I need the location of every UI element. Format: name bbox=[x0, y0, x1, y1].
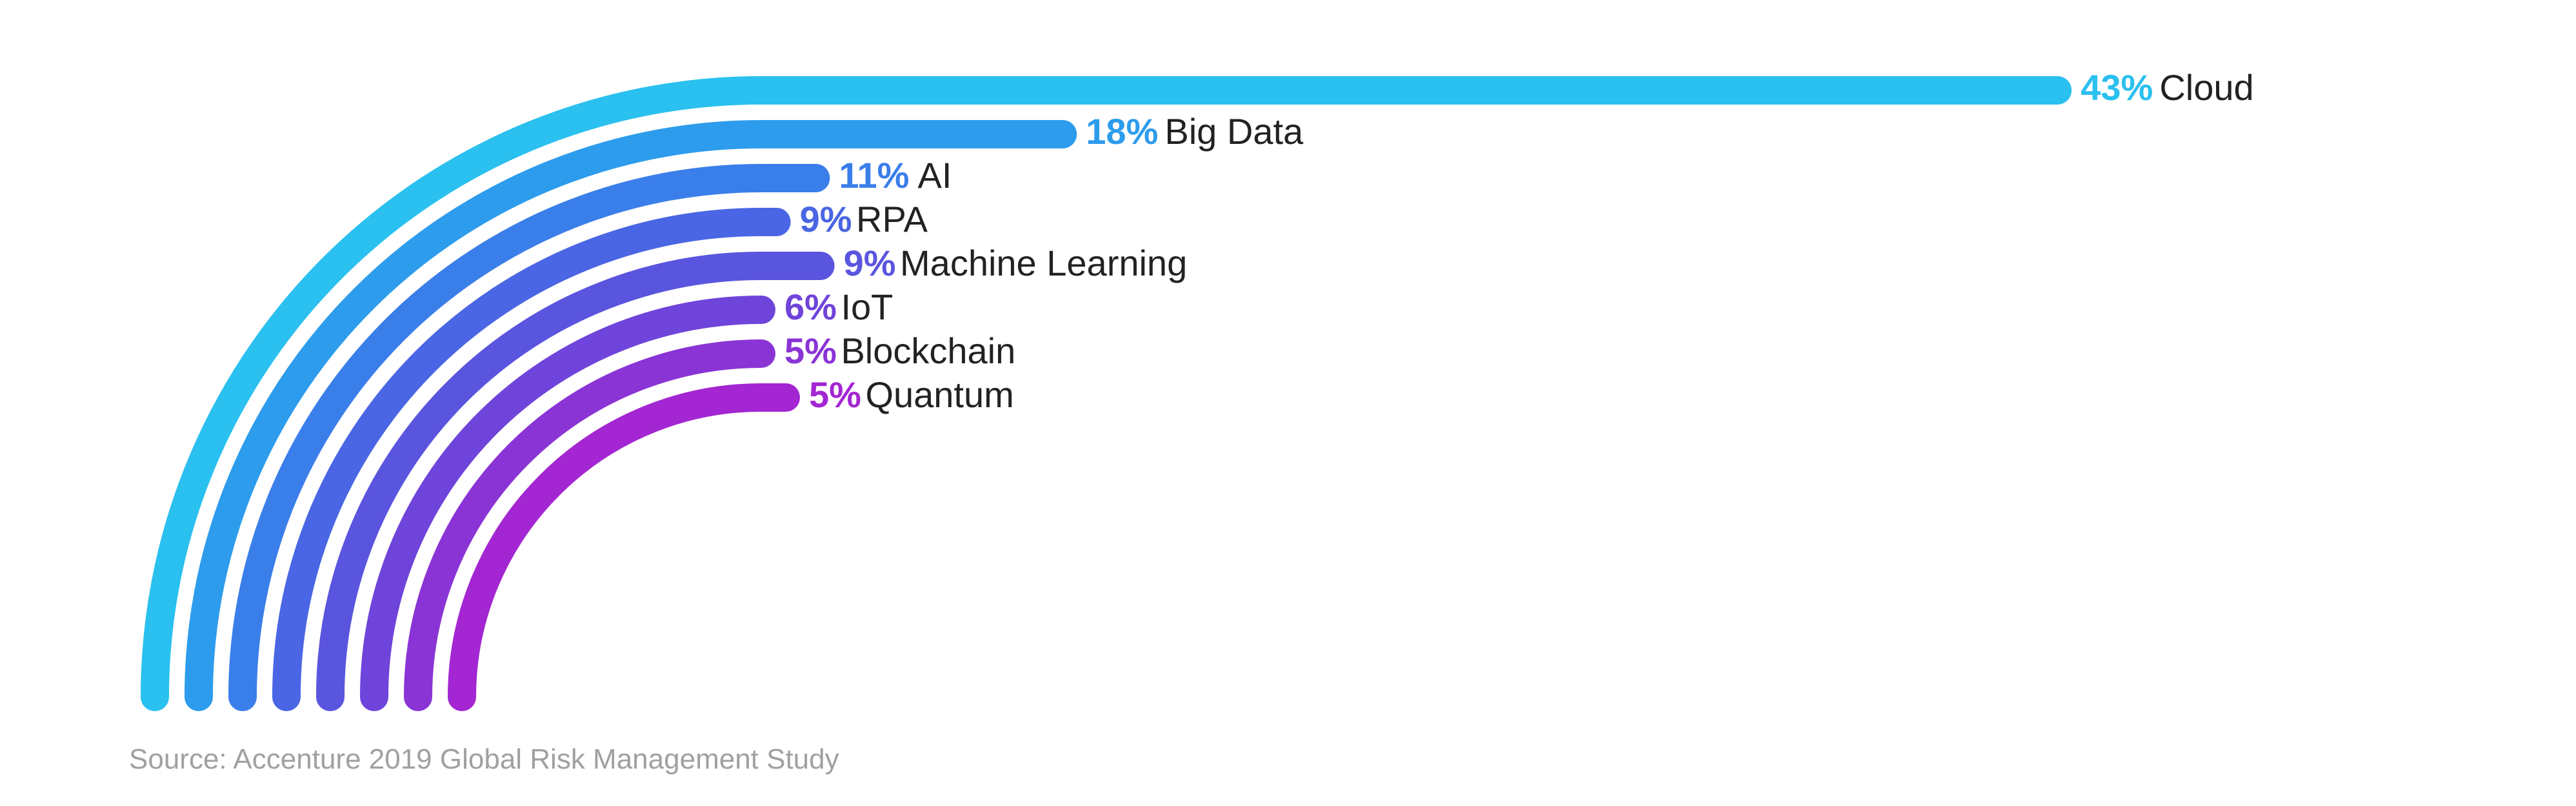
bar-value: 11% bbox=[839, 155, 909, 196]
bar-label: Quantum bbox=[865, 374, 1013, 415]
bar-label: IoT bbox=[841, 287, 893, 327]
bar-value: 9% bbox=[844, 243, 896, 283]
chart-container: 43%Cloud18%Big Data11%AI9%RPA9%Machine L… bbox=[0, 0, 2576, 806]
bar-value: 6% bbox=[784, 287, 837, 327]
bar-label: Cloud bbox=[2159, 67, 2253, 108]
bar-label: AI bbox=[918, 155, 952, 196]
bar-label: Machine Learning bbox=[900, 243, 1187, 283]
source-caption: Source: Accenture 2019 Global Risk Manag… bbox=[129, 743, 839, 776]
bar-value: 43% bbox=[2081, 67, 2153, 108]
bar-label: RPA bbox=[856, 199, 928, 239]
bar-value: 5% bbox=[809, 374, 861, 415]
bar-label: Blockchain bbox=[841, 330, 1015, 371]
bar-label: Big Data bbox=[1164, 111, 1304, 152]
bar-value: 18% bbox=[1086, 111, 1158, 152]
bar-value: 5% bbox=[784, 330, 837, 371]
bar-value: 9% bbox=[800, 199, 852, 239]
curved-bar-chart: 43%Cloud18%Big Data11%AI9%RPA9%Machine L… bbox=[0, 0, 2576, 806]
